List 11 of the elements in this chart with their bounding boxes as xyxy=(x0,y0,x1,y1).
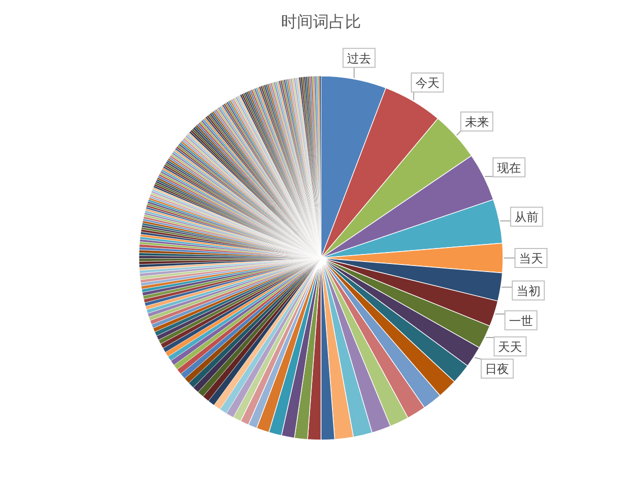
slice-label: 今天 xyxy=(415,76,440,90)
slice-label: 过去 xyxy=(347,51,372,66)
slice-label: 当天 xyxy=(519,252,543,266)
slice-label: 天天 xyxy=(498,340,522,354)
slice-label: 当初 xyxy=(516,284,540,298)
slice-label: 未来 xyxy=(464,115,489,130)
slice-label: 一世 xyxy=(508,314,533,328)
slice-label: 现在 xyxy=(497,160,521,175)
slice-label: 从前 xyxy=(514,210,539,224)
chart-title: 时间词占比 xyxy=(281,13,361,31)
slice-label: 日夜 xyxy=(485,362,510,376)
